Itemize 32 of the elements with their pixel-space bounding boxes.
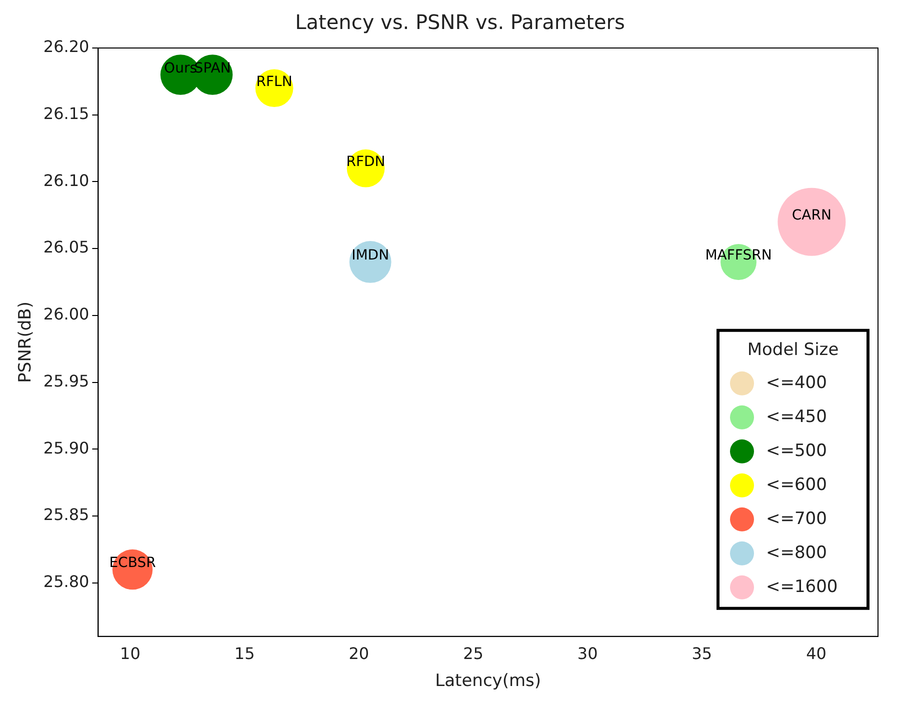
y-tick-label: 25.95 <box>43 371 90 390</box>
annotation: CARN <box>792 207 832 224</box>
x-tick-label: 35 <box>692 644 712 664</box>
x-tick-label: 20 <box>348 644 370 664</box>
y-tick-label: 25.90 <box>43 438 90 458</box>
legend-label: <=800 <box>766 542 827 563</box>
annotation: MAFFSRN <box>705 248 772 264</box>
annotation: RFLN <box>256 74 292 90</box>
x-tick-label: 30 <box>577 644 598 664</box>
y-tick-label: 26.15 <box>43 104 90 124</box>
y-tick-label: 25.80 <box>43 572 90 592</box>
legend-label: <=1600 <box>766 576 838 597</box>
y-tick-label: 26.20 <box>43 37 90 56</box>
chart-title: Latency vs. PSNR vs. Parameters <box>295 10 625 34</box>
legend-label: <=700 <box>766 508 827 529</box>
legend-label: <=400 <box>766 372 827 393</box>
x-tick-label: 10 <box>120 644 140 664</box>
y-tick-label: 26.05 <box>43 238 90 257</box>
x-tick-label: 15 <box>234 644 255 664</box>
legend-label: <=500 <box>766 440 827 461</box>
annotation: RFDN <box>346 154 386 170</box>
y-tick-label: 26.10 <box>43 170 90 190</box>
x-tick-label: 40 <box>806 644 826 664</box>
x-tick-label: 25 <box>463 644 484 664</box>
y-tick-label: 26.00 <box>43 304 90 324</box>
legend-title: Model Size <box>747 340 839 360</box>
legend-label: <=600 <box>766 474 827 495</box>
annotation: IMDN <box>352 248 390 264</box>
y-axis-title: PSNR(dB) <box>16 302 36 383</box>
y-tick-label: 25.85 <box>43 505 90 524</box>
x-axis-title: Latency(ms) <box>435 671 542 692</box>
legend-label: <=450 <box>766 406 827 427</box>
